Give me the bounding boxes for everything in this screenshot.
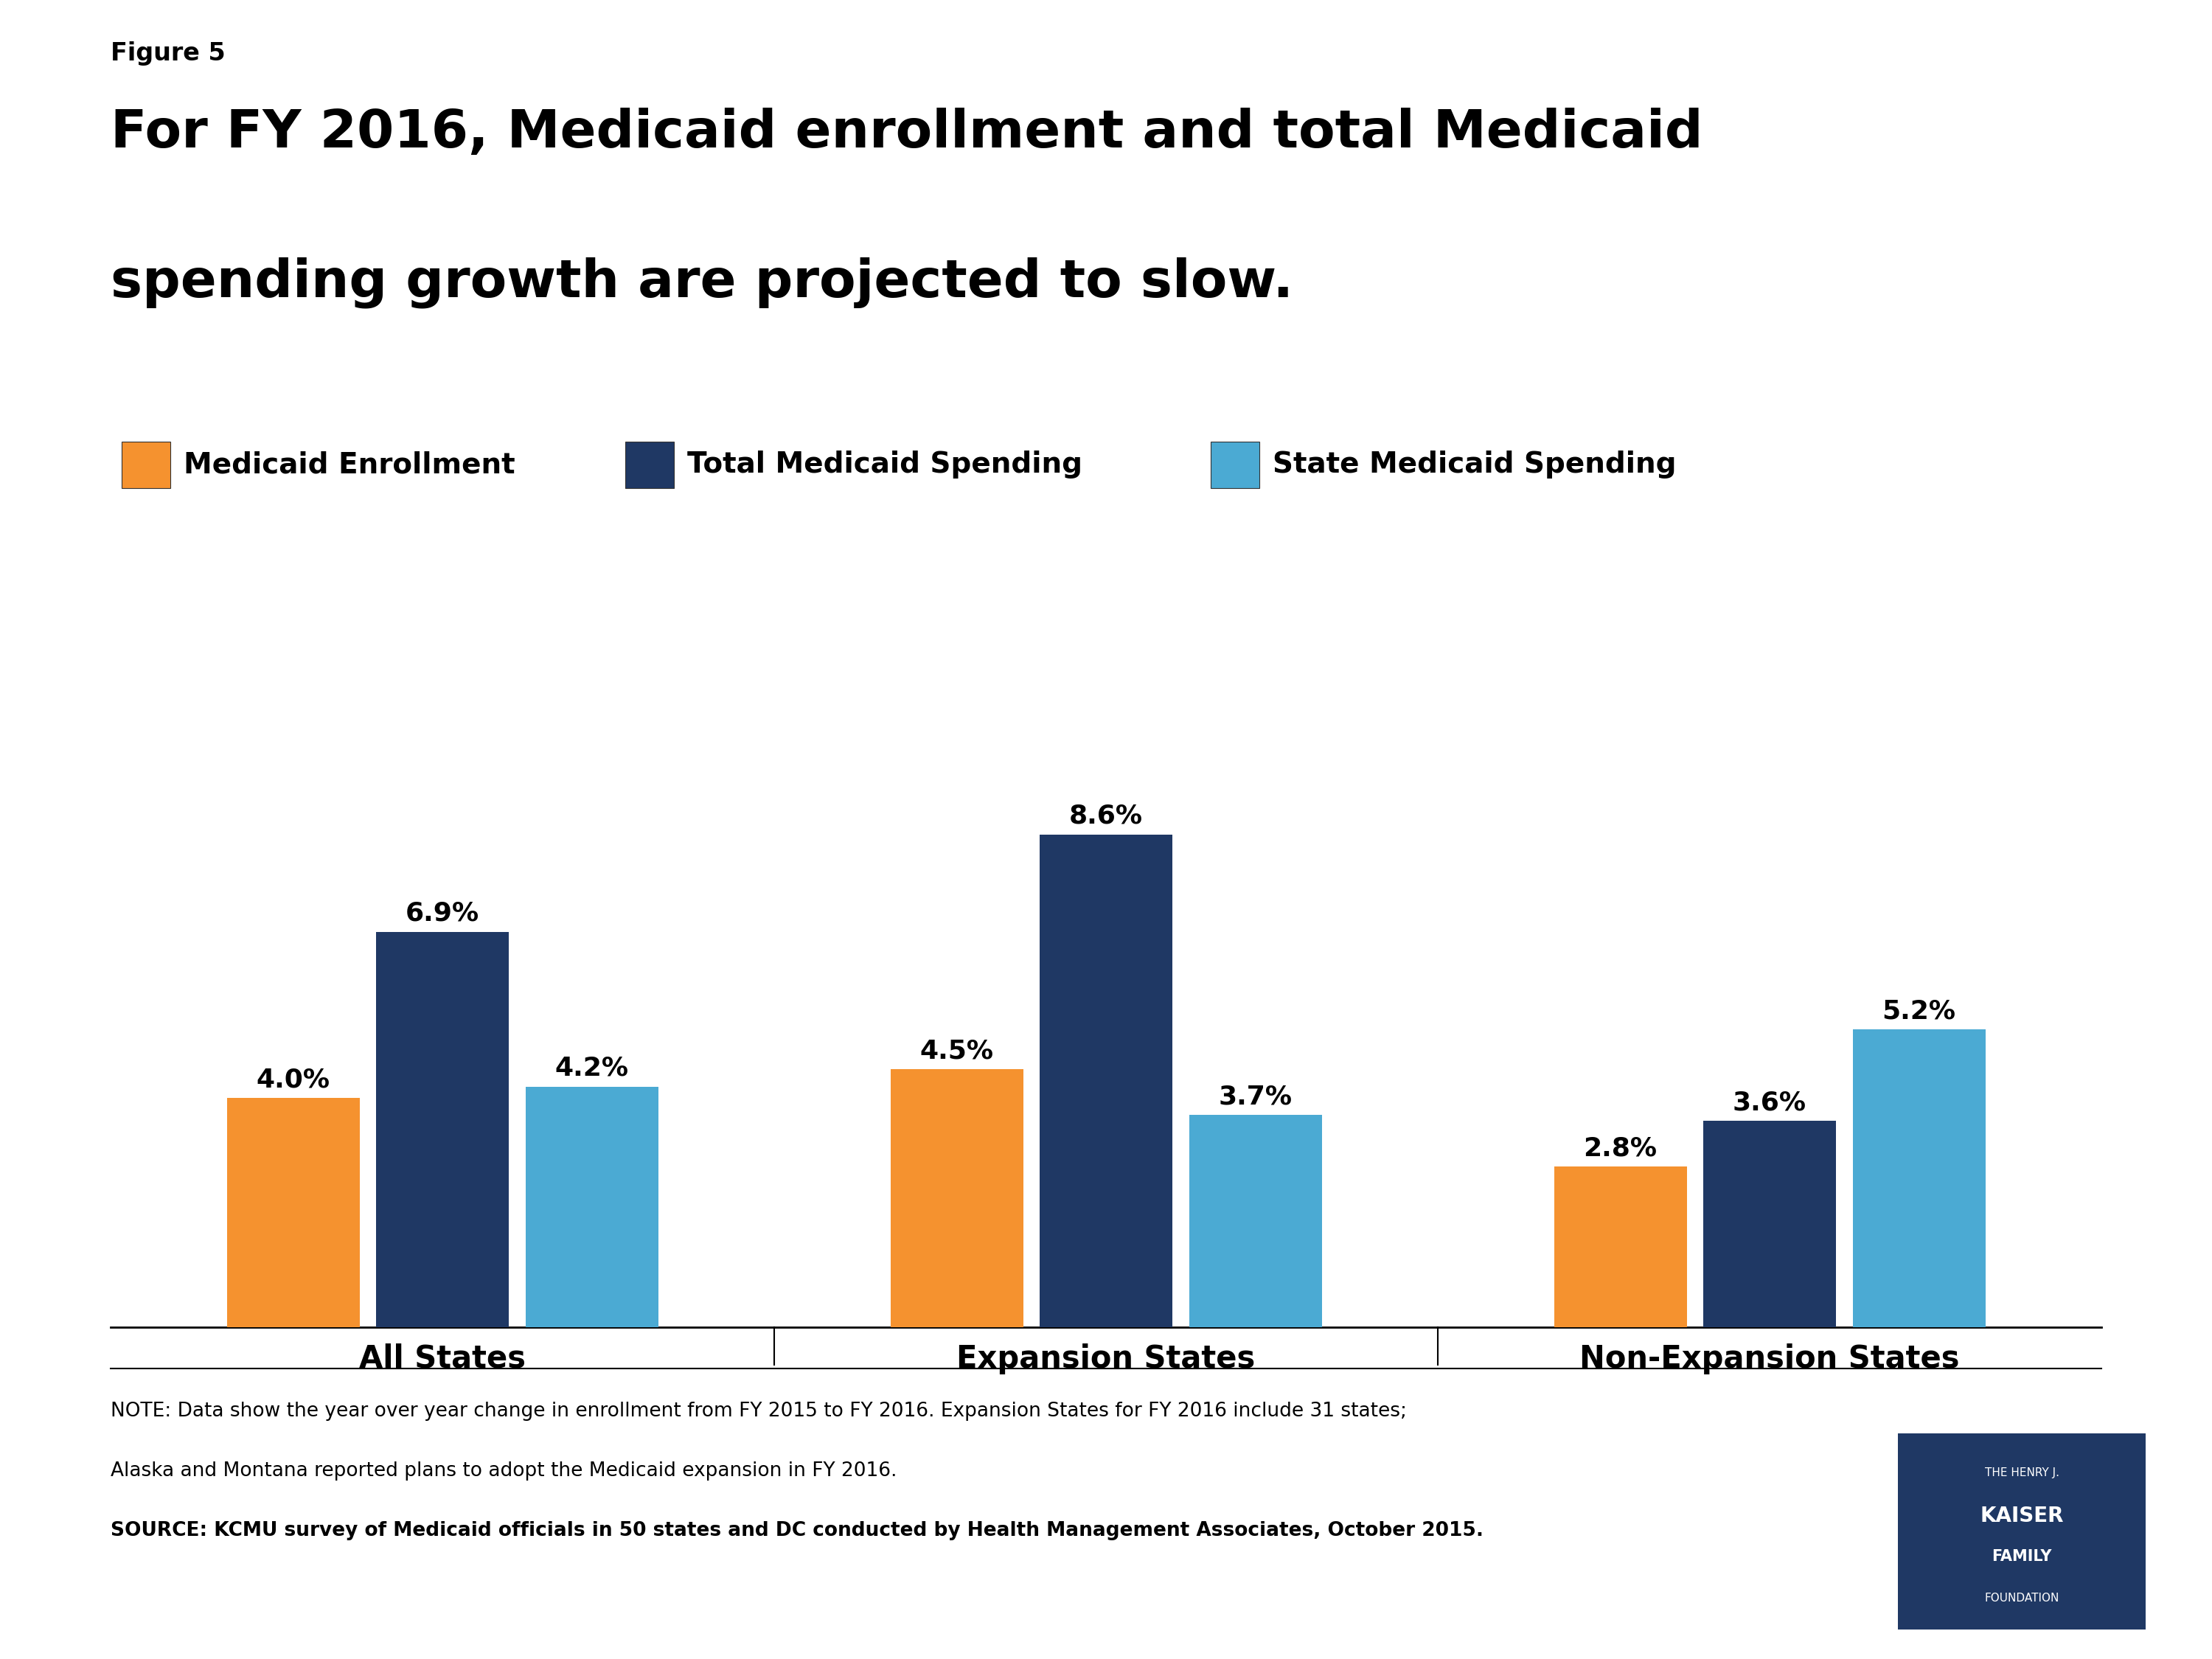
Bar xyxy=(1190,1115,1323,1327)
Text: 3.7%: 3.7% xyxy=(1219,1085,1292,1110)
Bar xyxy=(526,1087,659,1327)
Text: THE HENRY J.: THE HENRY J. xyxy=(1984,1467,2059,1478)
Text: 2.8%: 2.8% xyxy=(1584,1136,1657,1161)
Text: 4.2%: 4.2% xyxy=(555,1055,628,1080)
Text: KAISER: KAISER xyxy=(1980,1505,2064,1526)
Text: 8.6%: 8.6% xyxy=(1068,803,1144,828)
Text: For FY 2016, Medicaid enrollment and total Medicaid: For FY 2016, Medicaid enrollment and tot… xyxy=(111,108,1703,159)
Text: 6.9%: 6.9% xyxy=(405,901,480,926)
Text: spending growth are projected to slow.: spending growth are projected to slow. xyxy=(111,257,1294,309)
Text: FAMILY: FAMILY xyxy=(1991,1550,2053,1564)
Bar xyxy=(1854,1029,1986,1327)
Text: 4.5%: 4.5% xyxy=(920,1039,993,1063)
Text: FOUNDATION: FOUNDATION xyxy=(1984,1593,2059,1603)
Text: 5.2%: 5.2% xyxy=(1882,999,1955,1024)
Text: Medicaid Enrollment: Medicaid Enrollment xyxy=(184,451,515,478)
Text: Figure 5: Figure 5 xyxy=(111,41,226,66)
Text: Alaska and Montana reported plans to adopt the Medicaid expansion in FY 2016.: Alaska and Montana reported plans to ado… xyxy=(111,1462,898,1481)
Bar xyxy=(1040,834,1172,1327)
Bar xyxy=(889,1070,1022,1327)
Bar xyxy=(226,1098,358,1327)
Text: NOTE: Data show the year over year change in enrollment from FY 2015 to FY 2016.: NOTE: Data show the year over year chang… xyxy=(111,1402,1407,1422)
Text: 3.6%: 3.6% xyxy=(1732,1090,1807,1115)
Text: 4.0%: 4.0% xyxy=(257,1067,330,1092)
Bar xyxy=(376,932,509,1327)
Bar xyxy=(1553,1166,1686,1327)
Text: Total Medicaid Spending: Total Medicaid Spending xyxy=(688,451,1082,478)
Bar xyxy=(1703,1121,1836,1327)
Text: State Medicaid Spending: State Medicaid Spending xyxy=(1272,451,1677,478)
Text: SOURCE: KCMU survey of Medicaid officials in 50 states and DC conducted by Healt: SOURCE: KCMU survey of Medicaid official… xyxy=(111,1521,1484,1541)
